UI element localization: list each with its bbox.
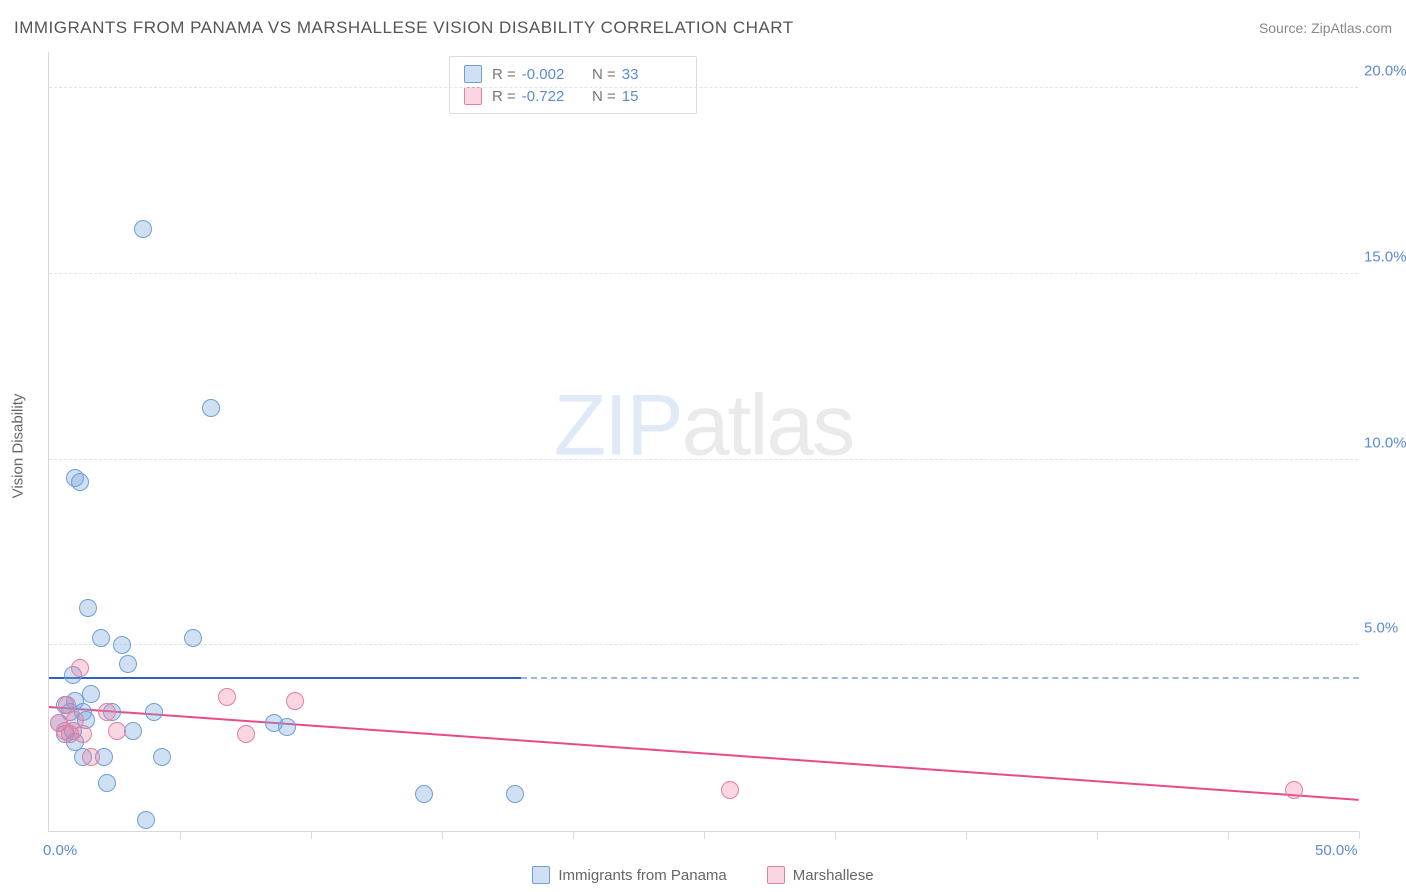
x-tick (573, 831, 574, 839)
y-tick-label: 10.0% (1364, 434, 1406, 451)
correlation-stats-box: R = -0.002 N = 33 R = -0.722 N = 15 (449, 56, 697, 114)
data-point-panama (415, 785, 433, 803)
chart-title: IMMIGRANTS FROM PANAMA VS MARSHALLESE VI… (14, 18, 794, 38)
stats-row-panama: R = -0.002 N = 33 (464, 63, 682, 85)
x-tick-label: 0.0% (43, 842, 77, 859)
data-point-marshallese (218, 688, 236, 706)
data-point-marshallese (108, 722, 126, 740)
trend-line (49, 677, 521, 679)
x-tick (311, 831, 312, 839)
x-tick (704, 831, 705, 839)
x-tick-label: 50.0% (1315, 842, 1358, 859)
data-point-panama (202, 399, 220, 417)
y-tick-label: 20.0% (1364, 63, 1406, 80)
y-tick-label: 5.0% (1364, 620, 1406, 637)
data-point-panama (119, 655, 137, 673)
data-point-marshallese (74, 725, 92, 743)
gridline (49, 273, 1358, 274)
source-attribution: Source: ZipAtlas.com (1259, 20, 1392, 36)
data-point-marshallese (71, 659, 89, 677)
x-tick (1097, 831, 1098, 839)
data-point-marshallese (98, 703, 116, 721)
x-tick (966, 831, 967, 839)
data-point-panama (79, 599, 97, 617)
x-tick (835, 831, 836, 839)
data-point-panama (124, 722, 142, 740)
data-point-panama (113, 636, 131, 654)
stats-row-marshallese: R = -0.722 N = 15 (464, 85, 682, 107)
gridline (49, 459, 1358, 460)
data-point-panama (137, 811, 155, 829)
gridline (49, 87, 1358, 88)
data-point-panama (278, 718, 296, 736)
data-point-marshallese (1285, 781, 1303, 799)
x-tick (442, 831, 443, 839)
data-point-panama (184, 629, 202, 647)
data-point-panama (98, 774, 116, 792)
swatch-panama (464, 65, 482, 83)
swatch-panama (532, 866, 550, 884)
data-point-marshallese (286, 692, 304, 710)
scatter-plot-area: ZIPatlas R = -0.002 N = 33 R = -0.722 N … (48, 52, 1358, 832)
x-tick (180, 831, 181, 839)
legend: Immigrants from Panama Marshallese (0, 866, 1406, 884)
data-point-panama (153, 748, 171, 766)
swatch-marshallese (767, 866, 785, 884)
y-tick-label: 15.0% (1364, 248, 1406, 265)
y-axis-label: Vision Disability (10, 394, 27, 499)
trend-line (49, 706, 1359, 801)
data-point-panama (145, 703, 163, 721)
data-point-marshallese (82, 748, 100, 766)
legend-item-panama: Immigrants from Panama (532, 866, 726, 884)
data-point-marshallese (237, 725, 255, 743)
legend-item-marshallese: Marshallese (767, 866, 874, 884)
data-point-panama (82, 685, 100, 703)
trend-line-extension (521, 677, 1359, 679)
data-point-panama (506, 785, 524, 803)
swatch-marshallese (464, 87, 482, 105)
gridline (49, 644, 1358, 645)
data-point-panama (92, 629, 110, 647)
watermark: ZIPatlas (554, 376, 853, 475)
data-point-marshallese (721, 781, 739, 799)
data-point-panama (134, 220, 152, 238)
x-tick (1228, 831, 1229, 839)
data-point-panama (71, 473, 89, 491)
x-tick (1359, 831, 1360, 839)
